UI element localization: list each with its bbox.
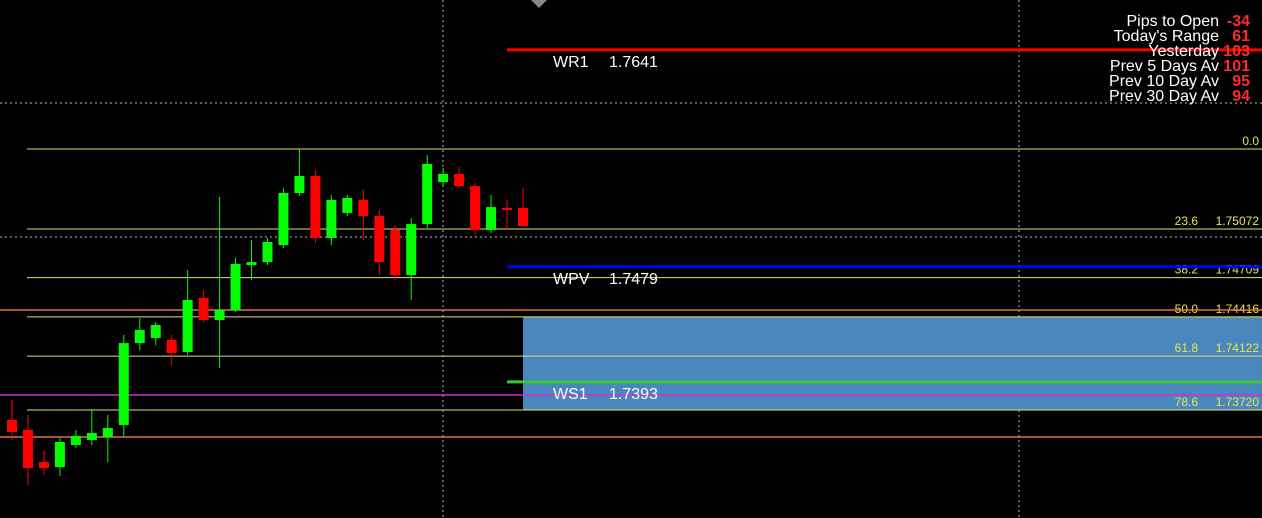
candles <box>7 150 528 485</box>
candle-body <box>70 435 81 446</box>
candle-body <box>502 208 513 211</box>
fib-price: 1.73720 <box>1216 395 1260 409</box>
candle-body <box>102 428 113 438</box>
candle-body <box>310 176 321 238</box>
candle-body <box>22 429 33 468</box>
stat-value: 94 <box>1232 88 1250 105</box>
candle-body <box>406 224 417 276</box>
fib-level: 50.0 <box>1175 302 1199 316</box>
pivot-value: 1.7393 <box>609 386 658 403</box>
fib-price: 1.74416 <box>1216 302 1260 316</box>
fib-level: 38.2 <box>1175 263 1199 277</box>
candle-body <box>294 176 305 194</box>
pivot-value: 1.7479 <box>609 271 658 288</box>
candle-body <box>422 163 433 225</box>
candle-body <box>198 297 209 321</box>
candle-body <box>470 186 481 230</box>
fib-price: 1.75072 <box>1216 214 1260 228</box>
candle-body <box>390 229 401 276</box>
stat-label: Pips to Open <box>1127 13 1220 30</box>
stat-value: 101 <box>1223 58 1250 75</box>
candle-body <box>486 207 497 230</box>
scroll-marker <box>531 0 547 8</box>
pivot-name: WR1 <box>553 54 589 71</box>
fib-level: 0.0 <box>1242 134 1259 148</box>
fib-level: 61.8 <box>1175 341 1199 355</box>
stat-label: Prev 30 Day Av <box>1109 88 1219 105</box>
candle-body <box>230 263 241 310</box>
candle-body <box>278 193 289 246</box>
candle-body <box>342 197 353 213</box>
stat-label: Prev 10 Day Av <box>1109 73 1219 90</box>
fib-price: 1.74709 <box>1216 263 1260 277</box>
candle-body <box>358 199 369 217</box>
candle-body <box>166 339 177 353</box>
candle-body <box>54 441 65 468</box>
stat-label: Prev 5 Days Av <box>1110 58 1219 75</box>
pivot-name: WPV <box>553 271 590 288</box>
candle-body <box>38 462 49 468</box>
candle-body <box>326 199 337 238</box>
candle-body <box>134 329 145 344</box>
candle-body <box>246 262 257 266</box>
fib-price: 1.74122 <box>1216 341 1260 355</box>
fib-layer: 0.0 1.75072 23.6 1.74709 38.2 1.74416 50.0 1.74… <box>27 134 1262 411</box>
stat-value: -34 <box>1227 13 1250 30</box>
stat-value: 61 <box>1232 28 1250 45</box>
stat-value: 103 <box>1223 43 1250 60</box>
candle-body <box>374 216 385 263</box>
candle-body <box>86 433 97 440</box>
candle-body <box>454 174 465 187</box>
candle-body <box>7 420 17 432</box>
candle-body <box>262 242 273 263</box>
pivot-value: 1.7641 <box>609 54 658 71</box>
candle-body <box>118 343 129 425</box>
pivot-name: WS1 <box>553 386 588 403</box>
candle-body <box>438 174 449 183</box>
candle-body <box>518 208 528 227</box>
stats-panel: Pips to Open -34 Today's Range 61 Yesterday 1… <box>1109 13 1250 105</box>
fib-level: 23.6 <box>1175 214 1199 228</box>
stat-value: 95 <box>1232 73 1250 90</box>
candle-body <box>150 324 161 338</box>
fib-level: 78.6 <box>1175 395 1199 409</box>
stat-label: Yesterday <box>1148 43 1219 60</box>
pivot-layer: WR1 1.7641 WPV 1.7479 WS1 1.7393 <box>507 48 1262 403</box>
stat-label: Today's Range <box>1114 28 1219 45</box>
candle-body <box>182 299 193 353</box>
candle-body <box>214 309 225 321</box>
